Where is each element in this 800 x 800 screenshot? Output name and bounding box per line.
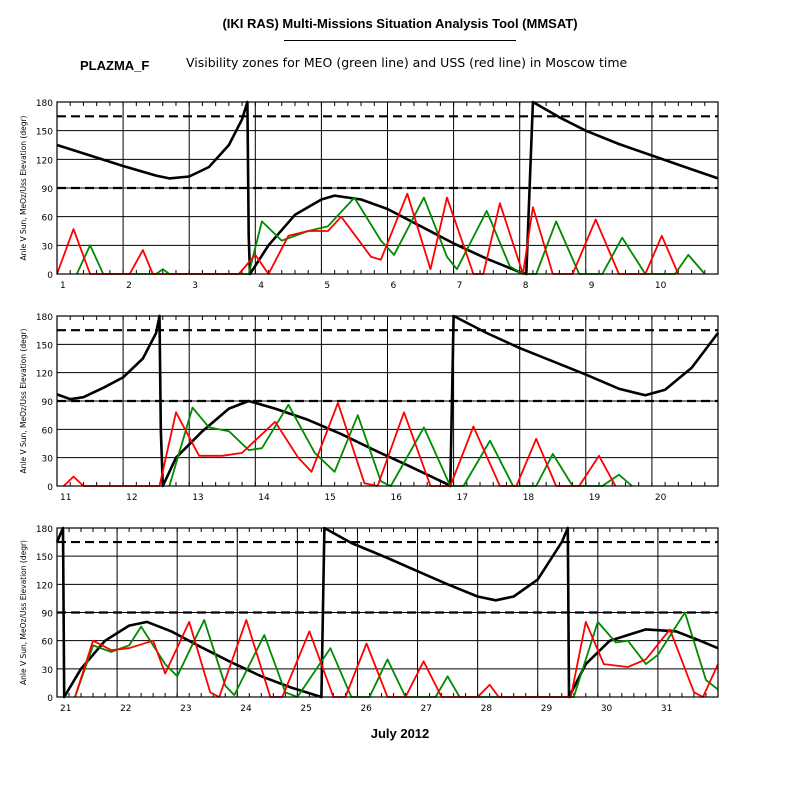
x-tick-label: 5 (324, 281, 330, 291)
plot-frame (56, 527, 719, 698)
uss-elevation-line (56, 192, 680, 275)
sun-angle-line (56, 314, 720, 488)
plot-frame (56, 315, 719, 487)
x-tick-label: 2 (126, 281, 132, 291)
plot-frame (56, 101, 719, 275)
x-tick-label: 22 (120, 704, 131, 714)
y-tick-label: 60 (42, 214, 54, 224)
x-tick-label: 15 (324, 493, 335, 503)
y-tick-label: 60 (42, 638, 54, 648)
x-tick-label: 4 (258, 281, 264, 291)
x-tick-label: 16 (391, 493, 403, 503)
x-tick-label: 18 (523, 493, 535, 503)
x-tick-label: 11 (60, 493, 71, 503)
y-tick-label: 30 (42, 455, 54, 465)
y-tick-label: 180 (36, 525, 53, 535)
x-axis-label: July 2012 (370, 726, 430, 741)
sun-angle-line (56, 100, 719, 276)
y-tick-label: 150 (36, 553, 53, 563)
y-tick-label: 0 (47, 271, 53, 281)
x-tick-label: 27 (421, 704, 432, 714)
uss-elevation-line (74, 619, 719, 698)
x-tick-label: 3 (192, 281, 198, 291)
meo-elevation-line (74, 611, 719, 698)
y-tick-label: 120 (36, 370, 53, 380)
x-tick-label: 6 (391, 281, 397, 291)
y-tick-label: 30 (42, 242, 54, 252)
x-tick-label: 25 (300, 704, 311, 714)
y-tick-label: 180 (36, 313, 53, 323)
y-tick-label: 180 (36, 99, 53, 109)
y-tick-label: 120 (36, 156, 53, 166)
x-tick-label: 24 (240, 704, 252, 714)
x-tick-label: 19 (589, 493, 601, 503)
title-underline (284, 40, 516, 41)
y-tick-label: 90 (42, 610, 54, 620)
chart-title: (IKI RAS) Multi-Missions Situation Analy… (222, 16, 578, 31)
x-tick-label: 1 (60, 281, 66, 291)
x-tick-label: 29 (541, 704, 553, 714)
uss-elevation-line (62, 402, 617, 487)
y-tick-label: 150 (36, 128, 53, 138)
y-tick-label: 0 (47, 694, 53, 704)
x-tick-label: 10 (655, 281, 667, 291)
y-tick-label: 120 (36, 581, 53, 591)
y-tick-label: 0 (47, 483, 53, 493)
y-axis-label: Anle V Sun, MeOz/Uss Elevation (degr) (19, 540, 28, 685)
meo-elevation-line (75, 196, 706, 275)
x-tick-label: 31 (661, 704, 672, 714)
x-tick-label: 12 (126, 493, 137, 503)
x-tick-label: 13 (192, 493, 203, 503)
sun-angle-line (55, 526, 719, 699)
x-tick-label: 9 (589, 281, 595, 291)
x-tick-label: 21 (60, 704, 71, 714)
y-axis-label: Anle V Sun, MeOz/Uss Elevation (degr) (19, 115, 28, 260)
x-tick-label: 30 (601, 704, 613, 714)
y-tick-label: 90 (42, 398, 54, 408)
x-tick-label: 17 (457, 493, 468, 503)
x-tick-label: 7 (457, 281, 463, 291)
mission-label: PLAZMA_F (80, 58, 150, 73)
meo-elevation-line (168, 403, 633, 487)
y-tick-label: 30 (42, 666, 54, 676)
y-axis-label: Anle V Sun, MeOz/Uss Elevation (degr) (19, 328, 28, 473)
x-tick-label: 26 (360, 704, 372, 714)
chart-subtitle: Visibility zones for MEO (green line) an… (186, 55, 628, 70)
y-tick-label: 60 (42, 426, 54, 436)
y-tick-label: 90 (42, 185, 54, 195)
x-tick-label: 14 (258, 493, 270, 503)
x-tick-label: 20 (655, 493, 667, 503)
x-tick-label: 28 (481, 704, 493, 714)
x-tick-label: 8 (523, 281, 529, 291)
x-tick-label: 23 (180, 704, 191, 714)
y-tick-label: 150 (36, 341, 53, 351)
